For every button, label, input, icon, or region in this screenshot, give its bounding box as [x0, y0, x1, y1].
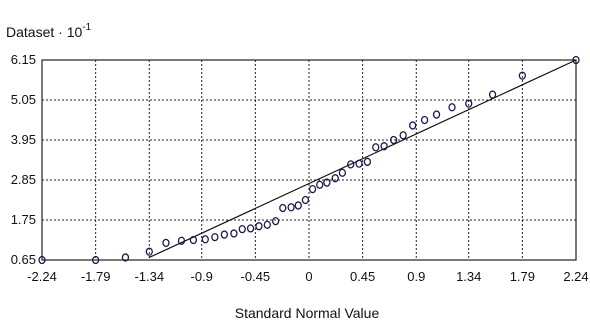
data-point [420, 115, 429, 125]
data-point [271, 216, 280, 226]
y-tick-label: 6.15 [11, 52, 36, 67]
data-point [294, 201, 302, 210]
data-point [201, 235, 209, 244]
x-tick-label: 0.9 [407, 269, 425, 284]
y-axis-title-text: Dataset · 10 [6, 24, 82, 40]
data-point [162, 238, 170, 248]
x-tick-labels: -2.24 -1.79 -1.34 -0.9 -0.45 0 0.45 0.9 1.34 1.79… [27, 269, 588, 284]
data-point [448, 103, 456, 112]
data-point [38, 255, 46, 265]
data-point [220, 230, 229, 239]
data-point [255, 222, 263, 231]
data-point [323, 178, 331, 187]
data-point [331, 174, 339, 183]
data-point [409, 121, 417, 130]
x-tick-label: 1.34 [456, 269, 481, 284]
y-axis-title: Dataset · 10-1 [6, 22, 92, 40]
x-tick-label: 2.24 [563, 269, 588, 284]
data-points [38, 55, 580, 265]
x-tick-label: 0.45 [350, 269, 375, 284]
data-point [399, 131, 407, 140]
data-point [177, 236, 186, 245]
data-point [238, 224, 246, 234]
data-point [465, 99, 473, 108]
data-point [380, 142, 388, 151]
y-axis-title-exponent: -1 [82, 22, 91, 33]
data-point [287, 203, 295, 212]
data-point [121, 253, 130, 262]
data-point [347, 160, 355, 169]
data-point [432, 110, 441, 119]
data-point [91, 255, 100, 265]
x-tick-label: -0.9 [191, 269, 213, 284]
x-tick-label: -0.45 [241, 269, 271, 284]
data-point [308, 184, 317, 194]
y-tick-label: 5.05 [11, 92, 36, 107]
data-point [189, 235, 198, 245]
y-tick-label: 2.85 [11, 172, 36, 187]
data-point [389, 135, 398, 145]
y-tick-label: 3.95 [11, 132, 36, 147]
data-point [145, 247, 153, 256]
data-point [338, 168, 347, 177]
data-point [372, 143, 380, 152]
data-point [279, 203, 287, 213]
data-point [488, 90, 497, 99]
x-tick-label: -1.34 [134, 269, 164, 284]
plot-frame [41, 59, 577, 261]
reference-line [149, 59, 577, 258]
x-tick-label: -1.79 [81, 269, 111, 284]
grid-layer [42, 60, 576, 260]
y-tick-label: 0.65 [11, 252, 36, 267]
y-tick-label: 1.75 [11, 212, 36, 227]
data-point [263, 220, 271, 229]
data-point [518, 71, 527, 80]
data-point [230, 229, 238, 238]
x-tick-label: 1.79 [510, 269, 535, 284]
data-point [572, 55, 580, 65]
data-point [316, 180, 324, 189]
data-point [211, 232, 219, 242]
y-tick-labels: 0.65 1.75 2.85 3.95 5.05 6.15 [11, 52, 36, 267]
data-point [246, 224, 255, 233]
data-point [355, 159, 363, 168]
x-tick-label: 0 [305, 269, 312, 284]
data-point [301, 195, 310, 205]
x-tick-label: -2.24 [27, 269, 57, 284]
data-point [363, 157, 372, 166]
x-axis-title: Standard Normal Value [235, 305, 380, 321]
